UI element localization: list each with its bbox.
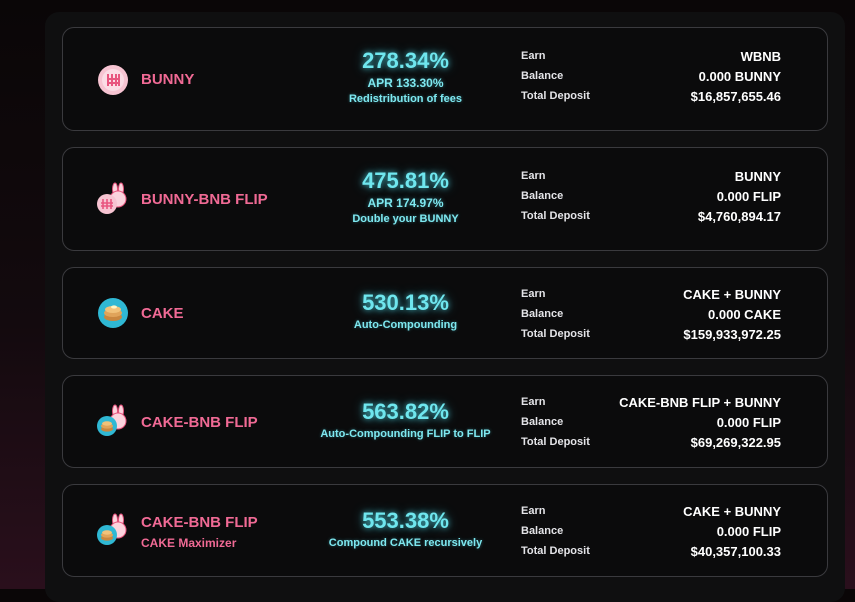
apy-value: 563.82% xyxy=(362,399,449,424)
pool-info: Earn BUNNY Balance 0.000 FLIP Total Deposi… xyxy=(521,166,781,226)
pool-info: Earn CAKE + BUNNY Balance 0.000 CAKE Total… xyxy=(521,284,781,344)
pool-name: CAKE-BNB FLIP xyxy=(141,514,258,531)
pool-name: BUNNY-BNB FLIP xyxy=(141,191,268,208)
balance-value: 0.000 FLIP xyxy=(716,414,781,430)
earn-label: Earn xyxy=(521,50,546,62)
total-deposit-label: Total Deposit xyxy=(521,436,590,448)
cake-bnb-flip-icon xyxy=(97,404,127,436)
earn-value: CAKE + BUNNY xyxy=(683,286,781,302)
pool-name: BUNNY xyxy=(141,71,195,88)
pool-yield: 530.13% Auto-Compounding xyxy=(293,290,518,332)
balance-value: 0.000 FLIP xyxy=(716,523,781,539)
cake-bnb-flip-icon xyxy=(97,513,127,545)
balance-label: Balance xyxy=(521,525,564,537)
pool-card-cake[interactable]: CAKE 530.13% Auto-Compounding Earn CAKE +… xyxy=(62,267,828,359)
bunny-token-icon xyxy=(98,65,128,95)
total-deposit-label: Total Deposit xyxy=(521,545,590,557)
earn-value: BUNNY xyxy=(734,168,781,184)
pool-yield: 475.81% APR 174.97% Double your BUNNY xyxy=(293,168,518,226)
pool-yield: 278.34% APR 133.30% Redistribution of fe… xyxy=(293,48,518,106)
total-deposit-value: $40,357,100.33 xyxy=(690,543,781,559)
cake-token-icon xyxy=(98,298,128,328)
total-deposit-value: $159,933,972.25 xyxy=(683,326,781,342)
pool-card-bunny-bnb-flip[interactable]: BUNNY-BNB FLIP 475.81% APR 174.97% Doubl… xyxy=(62,147,828,251)
bunny-bnb-flip-icon xyxy=(97,182,127,214)
pool-name: CAKE-BNB FLIP xyxy=(141,414,258,431)
pool-info: Earn CAKE + BUNNY Balance 0.000 FLIP Total… xyxy=(521,501,781,561)
pool-description: Compound CAKE recursively xyxy=(328,537,483,549)
earn-label: Earn xyxy=(521,288,546,300)
earn-label: Earn xyxy=(521,170,546,182)
earn-value: WBNB xyxy=(740,48,781,64)
total-deposit-label: Total Deposit xyxy=(521,210,590,222)
earn-value: CAKE-BNB FLIP + BUNNY xyxy=(619,394,781,410)
pool-card-cake-bnb-flip[interactable]: CAKE-BNB FLIP 563.82% Auto-Compounding F… xyxy=(62,375,828,468)
apr-value: APR 174.97% xyxy=(367,196,444,210)
pool-info: Earn WBNB Balance 0.000 BUNNY Total Deposi… xyxy=(521,46,781,106)
earn-value: CAKE + BUNNY xyxy=(683,503,781,519)
pool-description: Redistribution of fees xyxy=(348,93,463,105)
pool-yield: 553.38% Compound CAKE recursively xyxy=(293,508,518,550)
total-deposit-value: $69,269,322.95 xyxy=(690,434,781,450)
earn-label: Earn xyxy=(521,396,546,408)
total-deposit-label: Total Deposit xyxy=(521,328,590,340)
pool-description: Double your BUNNY xyxy=(352,213,459,225)
apy-value: 530.13% xyxy=(362,290,449,315)
earn-label: Earn xyxy=(521,505,546,517)
apy-value: 475.81% xyxy=(362,168,449,193)
pool-subname: CAKE Maximizer xyxy=(141,536,237,550)
pool-card-cake-maximizer[interactable]: CAKE-BNB FLIP CAKE Maximizer 553.38% Com… xyxy=(62,484,828,577)
balance-value: 0.000 CAKE xyxy=(708,306,781,322)
balance-value: 0.000 BUNNY xyxy=(698,68,781,84)
total-deposit-value: $4,760,894.17 xyxy=(697,208,781,224)
balance-label: Balance xyxy=(521,416,564,428)
pool-info: Earn CAKE-BNB FLIP + BUNNY Balance 0.000 F… xyxy=(521,392,781,452)
balance-label: Balance xyxy=(521,190,564,202)
pool-card-bunny[interactable]: BUNNY 278.34% APR 133.30% Redistribution… xyxy=(62,27,828,131)
apy-value: 553.38% xyxy=(362,508,449,533)
pool-name: CAKE xyxy=(141,305,184,322)
apy-value: 278.34% xyxy=(362,48,449,73)
total-deposit-value: $16,857,655.46 xyxy=(690,88,781,104)
pool-description: Auto-Compounding FLIP to FLIP xyxy=(320,428,491,440)
pool-description: Auto-Compounding xyxy=(353,319,458,331)
total-deposit-label: Total Deposit xyxy=(521,90,590,102)
balance-label: Balance xyxy=(521,308,564,320)
balance-value: 0.000 FLIP xyxy=(716,188,781,204)
balance-label: Balance xyxy=(521,70,564,82)
apr-value: APR 133.30% xyxy=(367,76,444,90)
pool-yield: 563.82% Auto-Compounding FLIP to FLIP xyxy=(293,399,518,441)
